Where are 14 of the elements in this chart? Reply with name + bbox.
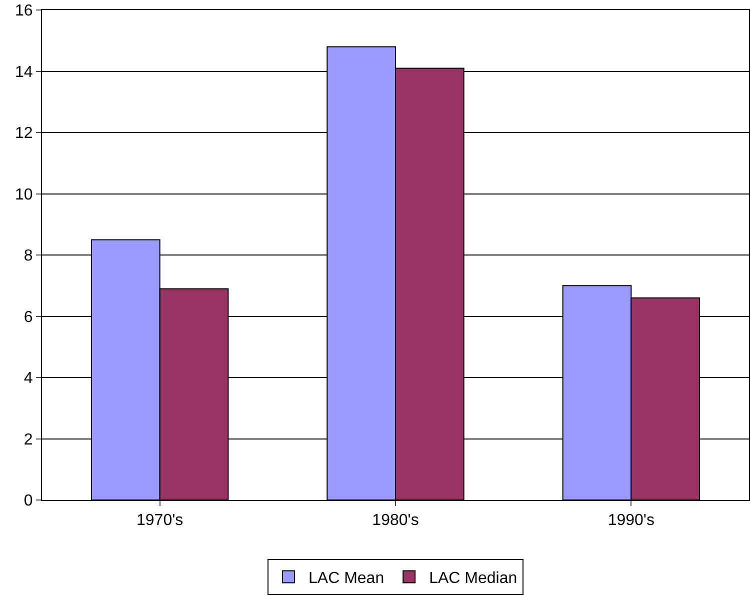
y-tick-label: 16 (15, 2, 33, 20)
legend-label: LAC Mean (308, 570, 384, 587)
y-tick-label: 6 (24, 308, 33, 326)
y-tick-label: 2 (24, 431, 33, 448)
y-tick-label: 14 (15, 64, 33, 81)
y-tick-label: 4 (24, 370, 33, 388)
legend-label: LAC Median (429, 570, 518, 587)
y-tick-label: 0 (24, 492, 33, 510)
y-tick-label: 10 (15, 186, 33, 204)
x-tick-label: 1980's (372, 512, 419, 530)
x-tick-label: 1990's (608, 512, 654, 530)
y-tick-label: 8 (24, 248, 33, 265)
y-tick-label: 12 (15, 125, 33, 142)
x-tick-label: 1970's (136, 512, 184, 530)
